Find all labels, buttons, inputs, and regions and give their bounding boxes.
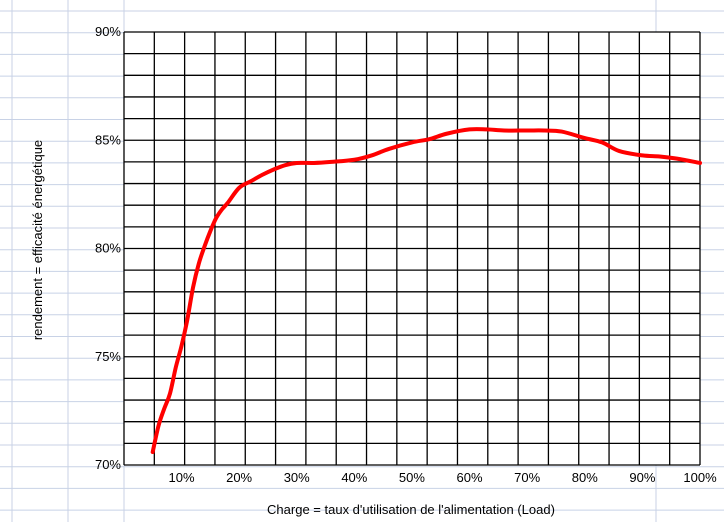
- y-tick-label: 85%: [95, 132, 121, 147]
- y-tick-label: 70%: [95, 457, 121, 472]
- x-tick-label: 50%: [399, 470, 425, 485]
- x-tick-label: 80%: [572, 470, 598, 485]
- y-tick-label: 75%: [95, 349, 121, 364]
- x-tick-label: 70%: [514, 470, 540, 485]
- x-tick-label: 90%: [629, 470, 655, 485]
- efficiency-curve: [150, 127, 702, 455]
- x-tick-labels: 10% 20% 30% 40% 50% 60% 70% 80% 90% 100%: [168, 470, 717, 485]
- x-tick-label: 40%: [341, 470, 367, 485]
- x-tick-label: 30%: [284, 470, 310, 485]
- y-axis-label: rendement = efficacité énergétique: [30, 140, 45, 340]
- x-tick-label: 10%: [168, 470, 194, 485]
- x-axis-label: Charge = taux d'utilisation de l'aliment…: [267, 502, 555, 517]
- grid: [123, 31, 701, 466]
- y-tick-labels: 70% 75% 80% 85% 90%: [95, 24, 121, 472]
- x-tick-label: 100%: [683, 470, 717, 485]
- x-tick-label: 60%: [457, 470, 483, 485]
- y-tick-label: 80%: [95, 241, 121, 256]
- y-tick-label: 90%: [95, 24, 121, 39]
- x-tick-label: 20%: [226, 470, 252, 485]
